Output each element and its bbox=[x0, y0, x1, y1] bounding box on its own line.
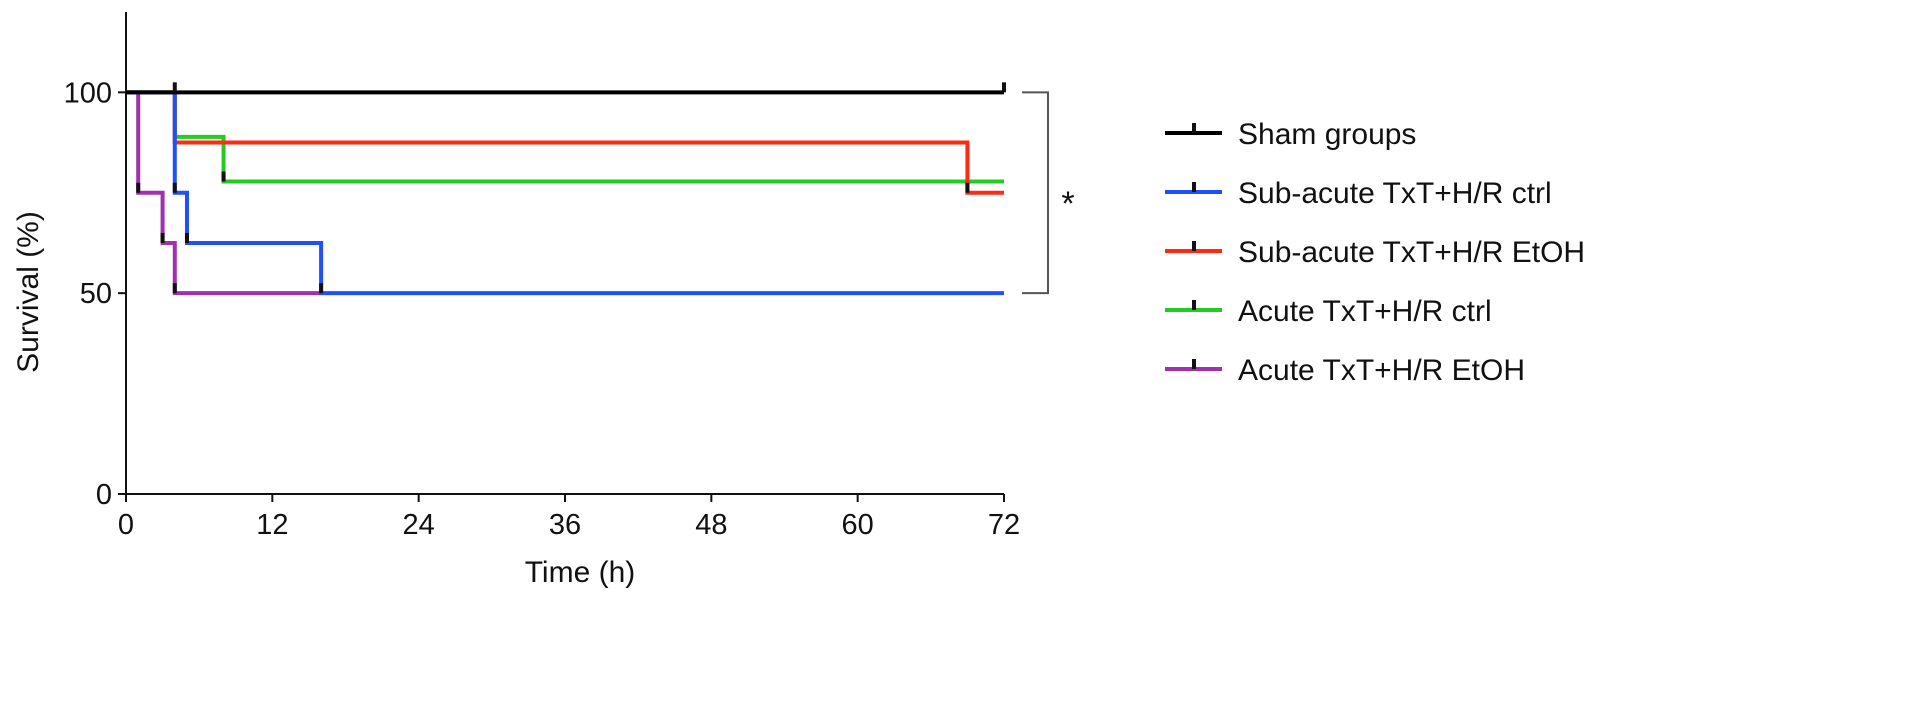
series bbox=[126, 82, 1006, 296]
x-tick-label: 36 bbox=[549, 509, 581, 541]
legend-label-acute-txt-h-r-etoh: Acute TxT+H/R EtOH bbox=[1238, 354, 1525, 387]
significance-star: * bbox=[1061, 185, 1074, 223]
annotations: * bbox=[1022, 91, 1075, 295]
legend: Sham groups Sub-acute TxT+H/R ctrl Sub-acu… bbox=[1165, 118, 1585, 387]
legend-label-sham-groups: Sham groups bbox=[1238, 118, 1416, 151]
x-axis-title: Time (h) bbox=[525, 556, 636, 589]
legend-label-sub-acute-txt-h-r-etoh: Sub-acute TxT+H/R EtOH bbox=[1238, 236, 1585, 269]
ticks: 0 12 24 36 48 60 72 0 50 100 bbox=[64, 77, 1021, 541]
x-tick-label: 12 bbox=[256, 509, 288, 541]
x-tick-label: 60 bbox=[842, 509, 874, 541]
series-line-acute-txt-h-r-etoh bbox=[126, 90, 322, 296]
y-tick-label: 100 bbox=[64, 77, 112, 109]
y-tick-label: 50 bbox=[80, 278, 112, 310]
axes bbox=[125, 12, 1004, 495]
x-tick-label: 72 bbox=[988, 509, 1020, 541]
series-line-sub-acute-txt-h-r-etoh bbox=[126, 90, 1004, 195]
x-tick-label: 0 bbox=[118, 509, 134, 541]
series-line-acute-txt-h-r-ctrl bbox=[126, 90, 1004, 184]
x-tick-label: 48 bbox=[695, 509, 727, 541]
y-axis-title: Survival (%) bbox=[12, 211, 45, 373]
legend-label-acute-txt-h-r-ctrl: Acute TxT+H/R ctrl bbox=[1238, 295, 1492, 328]
x-tick-label: 24 bbox=[403, 509, 435, 541]
series-line-sub-acute-txt-h-r-ctrl bbox=[126, 90, 1004, 296]
y-tick-label: 0 bbox=[96, 479, 112, 511]
significance-bracket bbox=[1022, 91, 1049, 295]
legend-label-sub-acute-txt-h-r-ctrl: Sub-acute TxT+H/R ctrl bbox=[1238, 177, 1552, 210]
